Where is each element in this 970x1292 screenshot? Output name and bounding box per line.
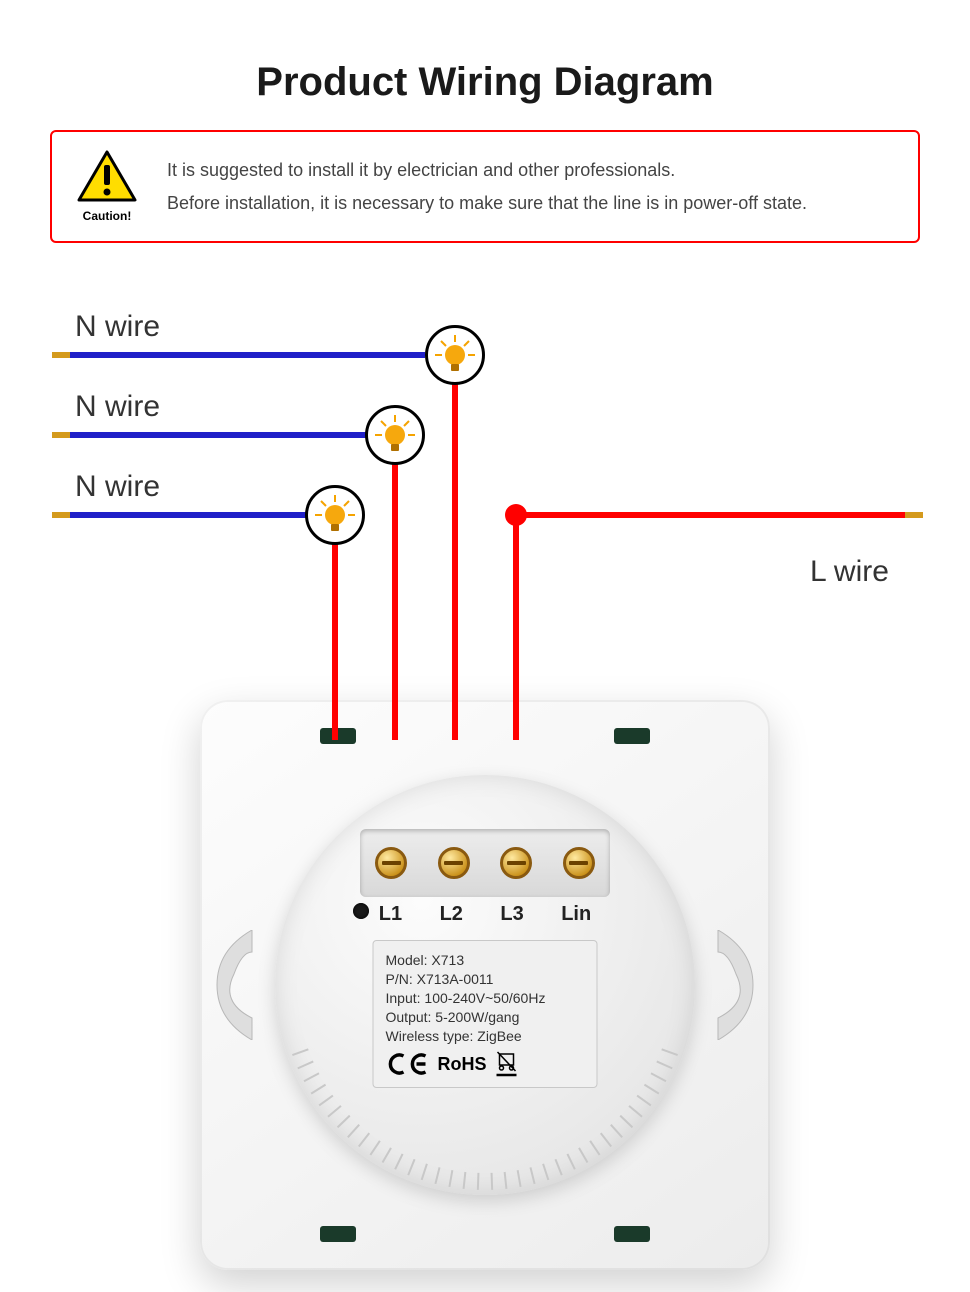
terminal-l1 — [375, 847, 407, 879]
rohs-text: RoHS — [438, 1054, 487, 1075]
terminal-label-l2: L2 — [440, 903, 463, 926]
l-wire — [516, 512, 905, 518]
mount-tab — [614, 728, 650, 744]
ce-icon — [386, 1053, 430, 1075]
bulb-icon — [365, 405, 425, 465]
wiring-diagram: L1 L2 L3 Lin Model: X713 P/N: X713A-0011… — [0, 280, 970, 1292]
wire-tip — [905, 512, 923, 518]
wire-tip — [52, 352, 70, 358]
wire-tip — [52, 512, 70, 518]
n-wire — [70, 432, 380, 438]
l-wire-label: L wire — [810, 555, 889, 589]
cert-row: RoHS — [386, 1051, 585, 1077]
n-wire-label: N wire — [75, 390, 160, 424]
caution-label: Caution! — [77, 209, 137, 223]
caution-icon-wrap: Caution! — [77, 150, 137, 223]
load-wire — [332, 530, 338, 740]
spec-row: Model: X713 — [386, 951, 585, 970]
mount-ear-right — [703, 930, 758, 1040]
caution-box: Caution! It is suggested to install it b… — [50, 130, 920, 243]
terminal-label-l3: L3 — [500, 903, 523, 926]
bulb-icon — [305, 485, 365, 545]
n-wire — [70, 512, 335, 518]
terminal-label-lin: Lin — [561, 903, 591, 926]
spec-row: Output: 5-200W/gang — [386, 1008, 585, 1027]
terminal-block — [360, 829, 610, 897]
spec-row: Wireless type: ZigBee — [386, 1027, 585, 1046]
caution-line-1: It is suggested to install it by electri… — [167, 154, 807, 186]
n-wire — [70, 352, 425, 358]
mount-tab — [320, 1226, 356, 1242]
terminal-lin — [563, 847, 595, 879]
mount-ear-left — [212, 930, 267, 1040]
n-wire-label: N wire — [75, 470, 160, 504]
mount-tab — [614, 1226, 650, 1242]
n-wire-label: N wire — [75, 310, 160, 344]
device-label-sticker: Model: X713 P/N: X713A-0011 Input: 100-2… — [373, 940, 598, 1088]
device-body: L1 L2 L3 Lin Model: X713 P/N: X713A-0011… — [275, 775, 695, 1195]
page-title: Product Wiring Diagram — [0, 0, 970, 105]
load-wire — [452, 370, 458, 740]
terminal-l3 — [500, 847, 532, 879]
spec-row: Input: 100-240V~50/60Hz — [386, 989, 585, 1008]
load-wire — [392, 450, 398, 740]
caution-text: It is suggested to install it by electri… — [167, 154, 807, 219]
wire-tip — [52, 432, 70, 438]
caution-icon — [77, 150, 137, 202]
mount-tab — [320, 728, 356, 744]
terminal-label-l1: L1 — [379, 903, 402, 926]
load-wire — [513, 515, 519, 740]
weee-icon — [495, 1051, 519, 1077]
caution-line-2: Before installation, it is necessary to … — [167, 187, 807, 219]
bulb-icon — [425, 325, 485, 385]
terminal-labels: L1 L2 L3 Lin — [360, 903, 610, 926]
terminal-l2 — [438, 847, 470, 879]
spec-row: P/N: X713A-0011 — [386, 970, 585, 989]
device-panel: L1 L2 L3 Lin Model: X713 P/N: X713A-0011… — [200, 700, 770, 1270]
